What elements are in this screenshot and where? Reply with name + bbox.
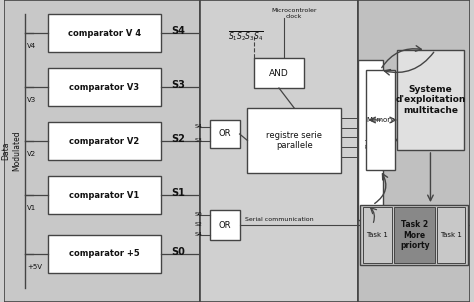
Text: Memory: Memory bbox=[366, 117, 394, 123]
Text: Systeme
d'exploitation
multitache: Systeme d'exploitation multitache bbox=[395, 85, 465, 115]
Bar bbox=[247, 108, 341, 173]
Text: comparator V2: comparator V2 bbox=[69, 137, 139, 146]
Text: S3: S3 bbox=[172, 80, 186, 90]
Text: Microcontroler
clock: Microcontroler clock bbox=[271, 8, 317, 19]
Bar bbox=[397, 50, 464, 150]
Bar bbox=[48, 68, 161, 106]
Bar bbox=[358, 0, 470, 302]
Bar bbox=[48, 122, 161, 160]
Text: Serial communication: Serial communication bbox=[245, 217, 313, 222]
Text: S4: S4 bbox=[194, 124, 202, 130]
Text: Data
Modulated: Data Modulated bbox=[2, 131, 21, 171]
Bar bbox=[255, 58, 303, 88]
Bar bbox=[360, 205, 468, 265]
Bar bbox=[363, 207, 392, 263]
Text: +5V: +5V bbox=[27, 264, 42, 270]
Bar bbox=[200, 0, 358, 302]
Bar bbox=[48, 176, 161, 214]
Text: V1: V1 bbox=[27, 205, 36, 211]
Bar bbox=[358, 60, 383, 220]
Text: comparator V 4: comparator V 4 bbox=[68, 28, 141, 37]
Text: registre serie
parallele: registre serie parallele bbox=[266, 131, 322, 150]
Bar bbox=[394, 207, 436, 263]
Text: S2: S2 bbox=[194, 223, 202, 227]
Text: Data
Demodulated: Data Demodulated bbox=[365, 119, 376, 161]
Text: OR: OR bbox=[219, 220, 231, 230]
Text: S3: S3 bbox=[194, 139, 202, 143]
Text: Task 1: Task 1 bbox=[366, 232, 388, 238]
Text: comparator V1: comparator V1 bbox=[69, 191, 139, 200]
Text: V4: V4 bbox=[27, 43, 36, 49]
Text: Task 1: Task 1 bbox=[440, 232, 462, 238]
Bar bbox=[210, 120, 240, 148]
Text: comparator +5: comparator +5 bbox=[69, 249, 140, 259]
Bar bbox=[438, 207, 465, 263]
Bar bbox=[365, 70, 395, 170]
Text: S4: S4 bbox=[194, 233, 202, 237]
Bar bbox=[210, 210, 240, 240]
Text: S0: S0 bbox=[194, 213, 202, 217]
Bar bbox=[48, 235, 161, 273]
Bar bbox=[3, 0, 200, 302]
Text: Task 2
More
priorty: Task 2 More priorty bbox=[400, 220, 429, 250]
Text: OR: OR bbox=[219, 130, 231, 139]
Text: AND: AND bbox=[269, 69, 289, 78]
Text: comparator V3: comparator V3 bbox=[69, 82, 139, 92]
Text: S4: S4 bbox=[172, 26, 186, 36]
Text: V3: V3 bbox=[27, 97, 36, 103]
Text: S1: S1 bbox=[172, 188, 186, 198]
Text: $\overline{S_1}$$\overline{S_2}$$\overline{S_3}$$\overline{S_4}$: $\overline{S_1}$$\overline{S_2}$$\overli… bbox=[228, 29, 264, 43]
Polygon shape bbox=[383, 130, 397, 150]
Text: S2: S2 bbox=[172, 134, 186, 144]
Text: S0: S0 bbox=[172, 247, 186, 257]
Text: V2: V2 bbox=[27, 151, 36, 157]
Bar bbox=[48, 14, 161, 52]
